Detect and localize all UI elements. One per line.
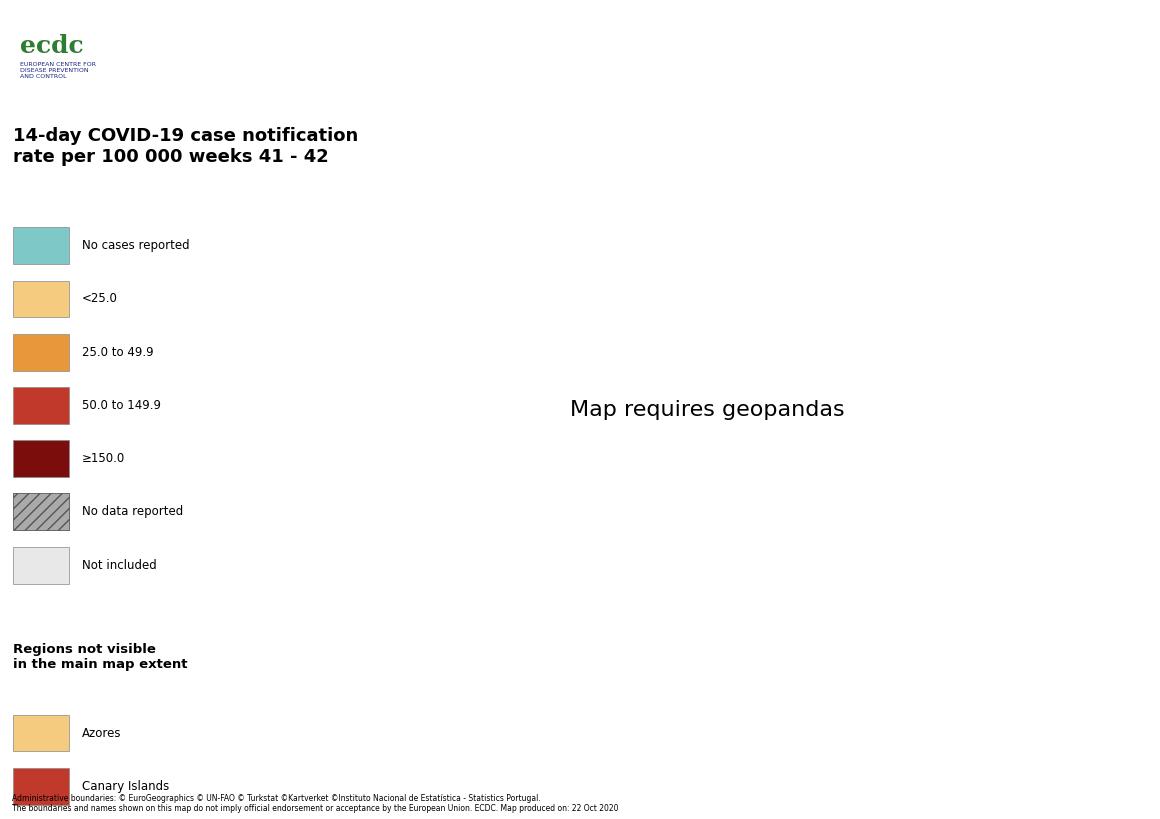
Text: 14-day COVID-19 case notification
rate per 100 000 weeks 41 - 42: 14-day COVID-19 case notification rate p… [13, 127, 358, 165]
FancyBboxPatch shape [13, 714, 68, 752]
Text: ecdc: ecdc [21, 34, 84, 58]
Text: The boundaries and names shown on this map do not imply official endorsement or : The boundaries and names shown on this m… [12, 803, 618, 812]
FancyBboxPatch shape [13, 493, 68, 531]
Text: EUROPEAN CENTRE FOR
DISEASE PREVENTION
AND CONTROL: EUROPEAN CENTRE FOR DISEASE PREVENTION A… [21, 62, 96, 79]
FancyBboxPatch shape [13, 280, 68, 317]
Text: Canary Islands: Canary Islands [81, 780, 169, 793]
Text: Azores: Azores [81, 726, 121, 740]
Text: ≥150.0: ≥150.0 [81, 452, 125, 465]
Text: No data reported: No data reported [81, 505, 183, 518]
FancyBboxPatch shape [13, 227, 68, 265]
Text: Regions not visible
in the main map extent: Regions not visible in the main map exte… [13, 643, 187, 671]
Text: Administrative boundaries: © EuroGeographics © UN-FAO © Turkstat ©Kartverket ©In: Administrative boundaries: © EuroGeograp… [12, 794, 541, 803]
Text: 50.0 to 149.9: 50.0 to 149.9 [81, 399, 161, 412]
FancyBboxPatch shape [13, 547, 68, 584]
FancyBboxPatch shape [13, 768, 68, 804]
FancyBboxPatch shape [13, 441, 68, 477]
Text: Map requires geopandas: Map requires geopandas [571, 400, 844, 419]
Text: 25.0 to 49.9: 25.0 to 49.9 [81, 346, 153, 359]
Text: Not included: Not included [81, 559, 157, 572]
Text: No cases reported: No cases reported [81, 239, 189, 252]
FancyBboxPatch shape [13, 387, 68, 424]
FancyBboxPatch shape [13, 334, 68, 370]
Text: <25.0: <25.0 [81, 292, 117, 305]
